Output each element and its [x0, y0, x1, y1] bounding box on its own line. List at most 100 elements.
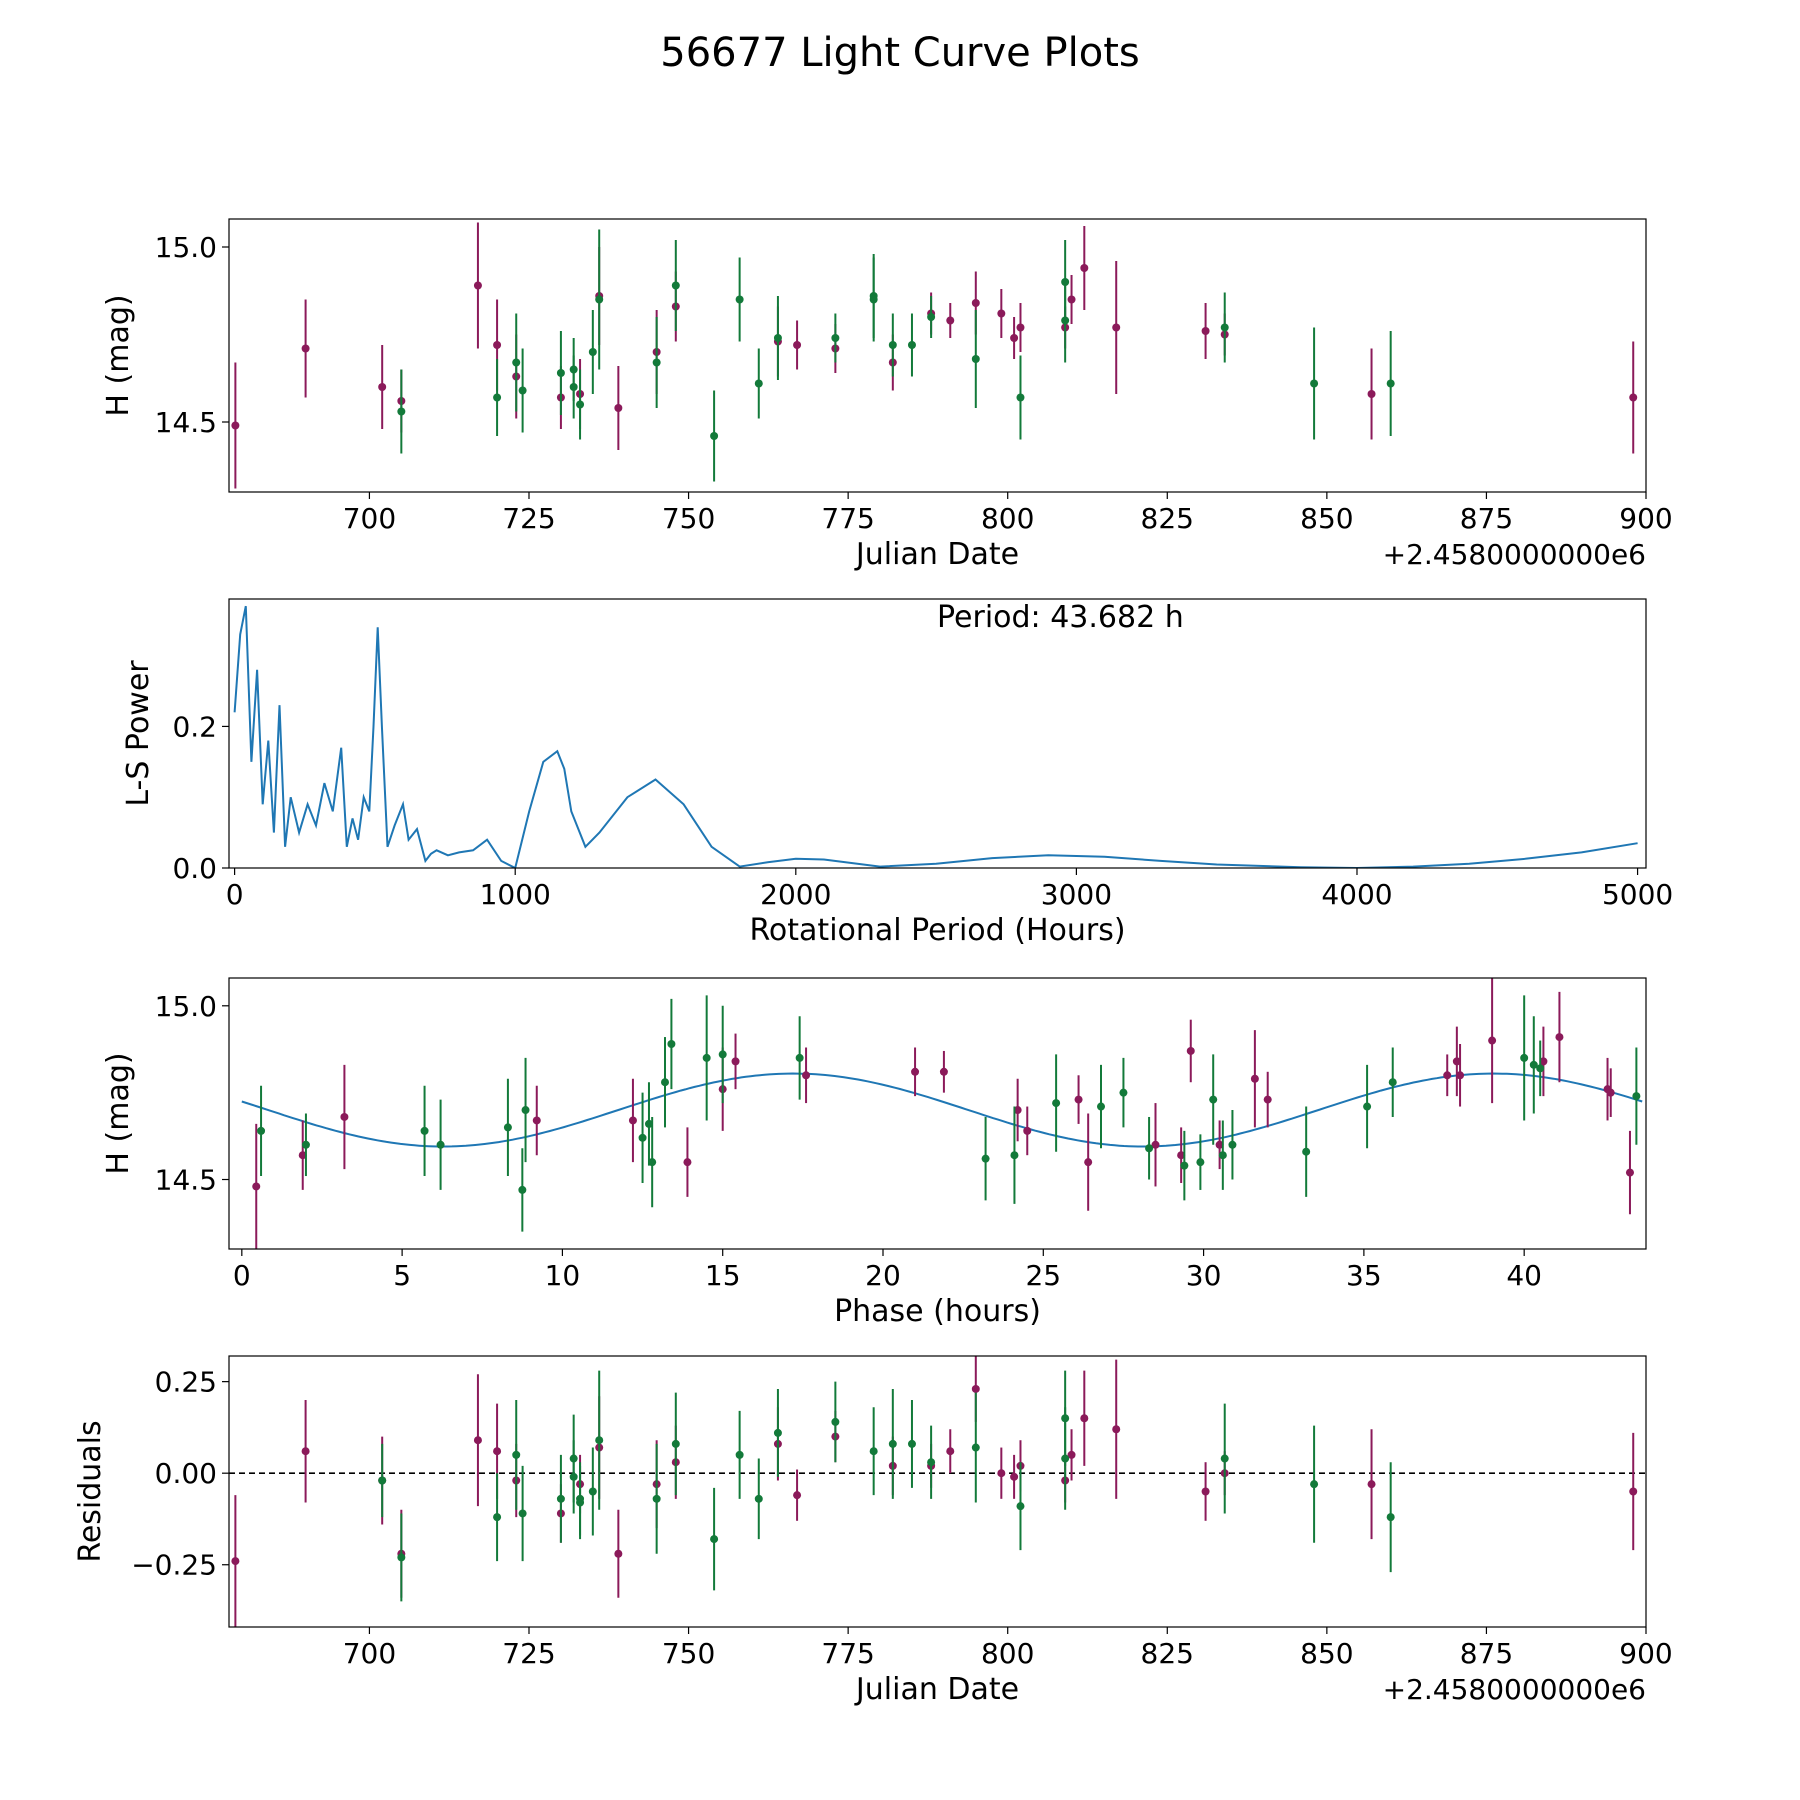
data-point	[420, 1126, 429, 1135]
x-tick-label: 775	[821, 1637, 874, 1670]
data-point	[773, 334, 782, 342]
data-point	[652, 1494, 661, 1503]
data-point	[997, 1469, 1006, 1478]
data-point	[1061, 1454, 1070, 1463]
data-point	[1625, 1168, 1634, 1177]
data-point	[1215, 1140, 1224, 1149]
data-point	[252, 1182, 261, 1191]
axes-frame	[228, 598, 1647, 869]
data-point	[1386, 379, 1395, 388]
x-axis-label: Julian Date	[854, 537, 1019, 572]
x-tick-label: 2000	[760, 878, 831, 911]
data-point	[735, 1450, 744, 1459]
data-point	[1520, 1053, 1529, 1062]
data-point	[1010, 1151, 1019, 1160]
x-tick-label: 700	[343, 1637, 396, 1670]
data-point	[588, 348, 597, 356]
data-point	[595, 295, 604, 304]
data-point	[652, 358, 661, 367]
plot-area	[241, 978, 1643, 1249]
data-point	[1186, 1046, 1195, 1055]
data-point	[595, 1436, 604, 1445]
data-point	[971, 1443, 980, 1452]
data-point	[257, 1126, 266, 1135]
sinusoid-fit-line	[241, 1072, 1643, 1148]
data-point	[927, 313, 936, 321]
x-tick-label: 0	[233, 1259, 251, 1292]
data-point	[907, 341, 916, 349]
plot-area	[231, 222, 1638, 489]
data-point	[1363, 1102, 1372, 1111]
data-point	[831, 1417, 840, 1426]
data-point	[518, 1185, 527, 1194]
data-point	[1250, 1074, 1259, 1083]
y-tick-label: 0.00	[155, 1457, 217, 1490]
data-point	[638, 1133, 647, 1142]
data-point	[1632, 1092, 1641, 1101]
data-point	[556, 369, 565, 377]
data-point	[971, 299, 980, 307]
lightcurve-panel: 700 725 750 775 800 825 850 875 900 14.5 15.0 Julia…	[101, 218, 1673, 572]
data-point	[512, 1450, 521, 1459]
data-point	[911, 1067, 920, 1076]
x-offset-label: +2.4580000000e6	[1383, 538, 1646, 571]
x-tick-label: 850	[1300, 1637, 1353, 1670]
data-point	[493, 341, 502, 349]
data-point	[795, 1053, 804, 1062]
data-point	[1151, 1140, 1160, 1149]
x-tick-label: 750	[662, 1637, 715, 1670]
data-point	[661, 1078, 669, 1087]
data-point	[1061, 316, 1070, 325]
data-point	[1084, 1158, 1093, 1167]
data-point	[1097, 1102, 1105, 1111]
x-offset-label: +2.4580000000e6	[1383, 1673, 1646, 1706]
x-tick-label: 10	[545, 1259, 581, 1292]
data-point	[1539, 1057, 1548, 1066]
data-point	[378, 1476, 387, 1485]
data-point	[1177, 1151, 1186, 1160]
data-point	[671, 281, 680, 290]
y-tick-label: −0.25	[131, 1549, 217, 1582]
x-tick-label: 30	[1186, 1259, 1222, 1292]
x-tick-label: 750	[662, 502, 715, 535]
data-point	[397, 1553, 406, 1562]
data-point	[340, 1112, 349, 1121]
data-point	[569, 383, 578, 391]
data-point	[1629, 393, 1638, 402]
x-tick-label: 700	[343, 502, 396, 535]
data-point	[493, 1447, 502, 1456]
data-point	[1218, 1151, 1227, 1160]
x-axis-label: Rotational Period (Hours)	[749, 913, 1125, 948]
data-point	[1456, 1071, 1465, 1080]
data-point	[946, 316, 955, 325]
x-tick-label: 800	[981, 1637, 1034, 1670]
data-point	[718, 1050, 727, 1059]
x-tick-label: 40	[1506, 1259, 1542, 1292]
data-point	[793, 1491, 802, 1500]
data-point	[512, 358, 521, 367]
data-point	[1452, 1057, 1461, 1066]
data-point	[888, 1439, 897, 1448]
data-point	[1201, 327, 1210, 335]
y-axis-label: H (mag)	[101, 1052, 136, 1174]
data-point	[518, 1509, 527, 1518]
data-point	[1443, 1071, 1452, 1080]
data-point	[1388, 1078, 1397, 1087]
x-tick-label: 725	[502, 1637, 555, 1670]
data-point	[648, 1158, 657, 1167]
x-tick-label: 825	[1141, 1637, 1194, 1670]
data-point	[1209, 1095, 1218, 1104]
y-axis-label: H (mag)	[101, 294, 136, 416]
period-annotation: Period: 43.682 h	[937, 600, 1184, 635]
data-point	[532, 1116, 541, 1125]
data-point	[473, 1436, 482, 1445]
x-tick-label: 800	[981, 502, 1034, 535]
data-point	[1606, 1088, 1615, 1097]
data-point	[997, 309, 1006, 318]
data-point	[1529, 1060, 1538, 1069]
data-point	[436, 1140, 445, 1149]
data-point	[614, 404, 623, 412]
data-point	[793, 341, 802, 349]
data-point	[588, 1487, 597, 1496]
